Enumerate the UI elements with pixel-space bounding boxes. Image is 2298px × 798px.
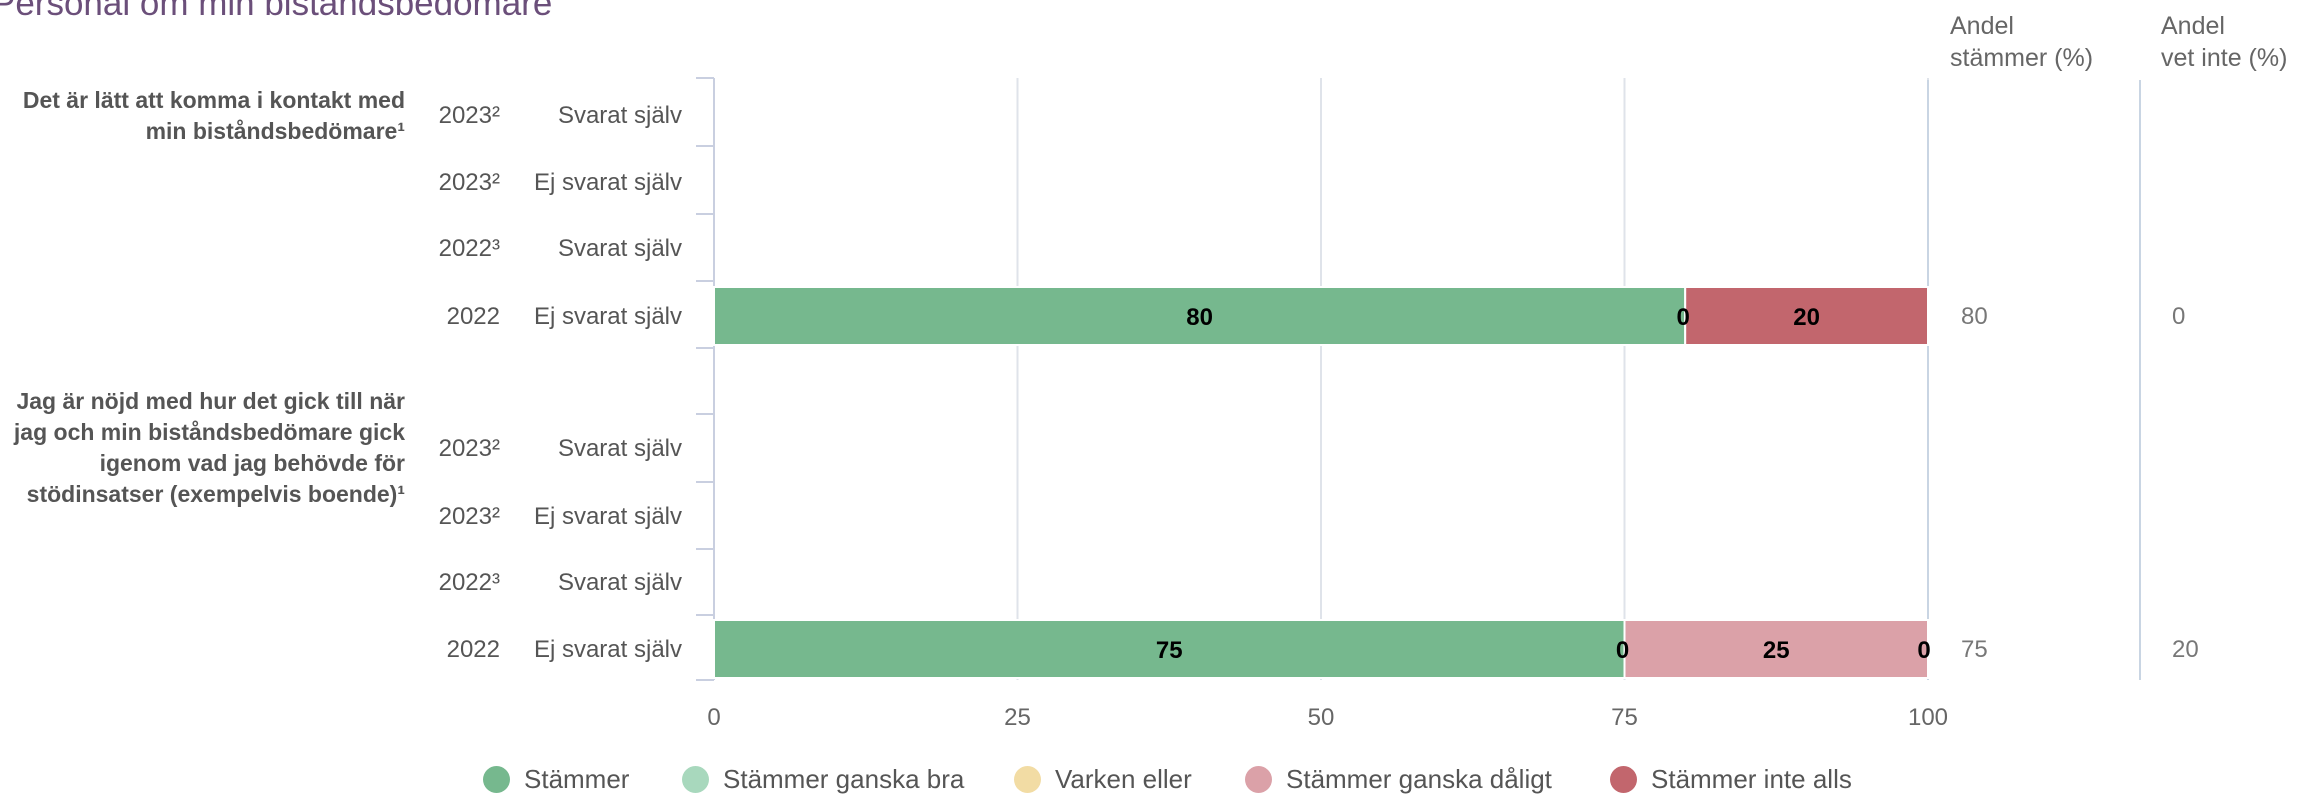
legend-item-stämmer-ganska-dåligt[interactable]: Stämmer ganska dåligt xyxy=(1245,764,1552,795)
column-header-andel-vet-inte-line2: vet inte (%) xyxy=(2161,44,2288,72)
legend-item-stämmer-ganska-bra[interactable]: Stämmer ganska bra xyxy=(682,764,964,795)
row-year-label: 2022³ xyxy=(439,569,500,596)
row-year-label: 2023² xyxy=(439,435,500,462)
x-tick-label-50: 50 xyxy=(1308,704,1335,731)
row-respondent-label: Svarat själv xyxy=(558,435,682,462)
legend-item-stämmer-inte-alls[interactable]: Stämmer inte alls xyxy=(1610,764,1852,795)
legend-label: Stämmer inte alls xyxy=(1651,764,1852,794)
legend-label: Stämmer xyxy=(524,764,630,794)
row-respondent-label: Svarat själv xyxy=(558,235,682,262)
x-tick-label-0: 0 xyxy=(707,704,720,731)
legend-color-swatch xyxy=(682,766,709,793)
column-header-andel-vet-inte-line1: Andel xyxy=(2161,12,2225,40)
bar-label-stämmer-ganska-bra: 0 xyxy=(1616,637,1629,664)
legend-color-swatch xyxy=(483,766,510,793)
column-header-andel-stammer-line2: stämmer (%) xyxy=(1950,44,2094,72)
x-tick-label-25: 25 xyxy=(1004,704,1031,731)
legend-color-swatch xyxy=(1014,766,1041,793)
x-tick-label-75: 75 xyxy=(1611,704,1638,731)
legend-color-swatch xyxy=(1610,766,1637,793)
andel-stammer-value: 75 xyxy=(1961,636,1988,663)
row-year-label: 2023² xyxy=(439,503,500,530)
row-year-label: 2022 xyxy=(447,636,500,663)
x-tick-label-100: 100 xyxy=(1908,704,1948,731)
andel-stammer-value: 80 xyxy=(1961,303,1988,330)
row-respondent-label: Svarat själv xyxy=(558,569,682,596)
legend-color-swatch xyxy=(1245,766,1272,793)
chart-plot: 0 25 50 75 100 2023² Svarat själv 2023² Ej svara… xyxy=(439,77,2199,731)
row-respondent-label: Ej svarat själv xyxy=(534,636,682,663)
row-respondent-label: Ej svarat själv xyxy=(534,169,682,196)
andel-vet-inte-value: 0 xyxy=(2172,303,2185,330)
bar-segment-stämmer-ganska-dåligt xyxy=(1623,619,1929,679)
bar-label-stämmer-inte-alls: 0 xyxy=(1917,637,1930,664)
bar-label-stämmer: 75 xyxy=(1156,637,1183,664)
column-header-andel-vet-inte: Andel vet inte (%) xyxy=(2161,10,2287,74)
column-header-andel-stammer: Andel stämmer (%) xyxy=(1950,10,2093,74)
bar-segment-stämmer-inte-alls xyxy=(1684,286,1929,346)
row-respondent-label: Ej svarat själv xyxy=(534,503,682,530)
bar-label-stämmer-ganska-bra: 0 xyxy=(1677,304,1690,331)
legend-label: Stämmer ganska dåligt xyxy=(1286,764,1552,794)
bar-segment-stämmer xyxy=(713,619,1626,679)
bar-label-stämmer-ganska-dåligt: 25 xyxy=(1763,637,1790,664)
legend-label: Stämmer ganska bra xyxy=(723,764,965,794)
row-respondent-label: Svarat själv xyxy=(558,102,682,129)
andel-vet-inte-value: 20 xyxy=(2172,636,2199,663)
column-header-andel-stammer-line1: Andel xyxy=(1950,12,2014,40)
chart-legend: Stämmer Stämmer ganska bra Varken eller Stä… xyxy=(0,764,2298,798)
row-year-label: 2023² xyxy=(439,102,500,129)
row-year-label: 2022 xyxy=(447,303,500,330)
row-respondent-label: Ej svarat själv xyxy=(534,303,682,330)
bar-label-stämmer-inte-alls: 20 xyxy=(1793,304,1820,331)
bar-label-stämmer: 80 xyxy=(1186,304,1213,331)
legend-item-stämmer[interactable]: Stämmer xyxy=(483,764,629,795)
row-year-label: 2023² xyxy=(439,169,500,196)
question-label-2: Jag är nöjd med hur det gick till när ja… xyxy=(13,388,405,507)
legend-item-varken-eller[interactable]: Varken eller xyxy=(1014,764,1192,795)
chart-title: Personal om min biståndsbedömare xyxy=(0,0,553,23)
question-label-1: Det är lätt att komma i kontakt med min … xyxy=(22,87,405,144)
row-year-label: 2022³ xyxy=(439,235,500,262)
legend-label: Varken eller xyxy=(1055,764,1192,794)
